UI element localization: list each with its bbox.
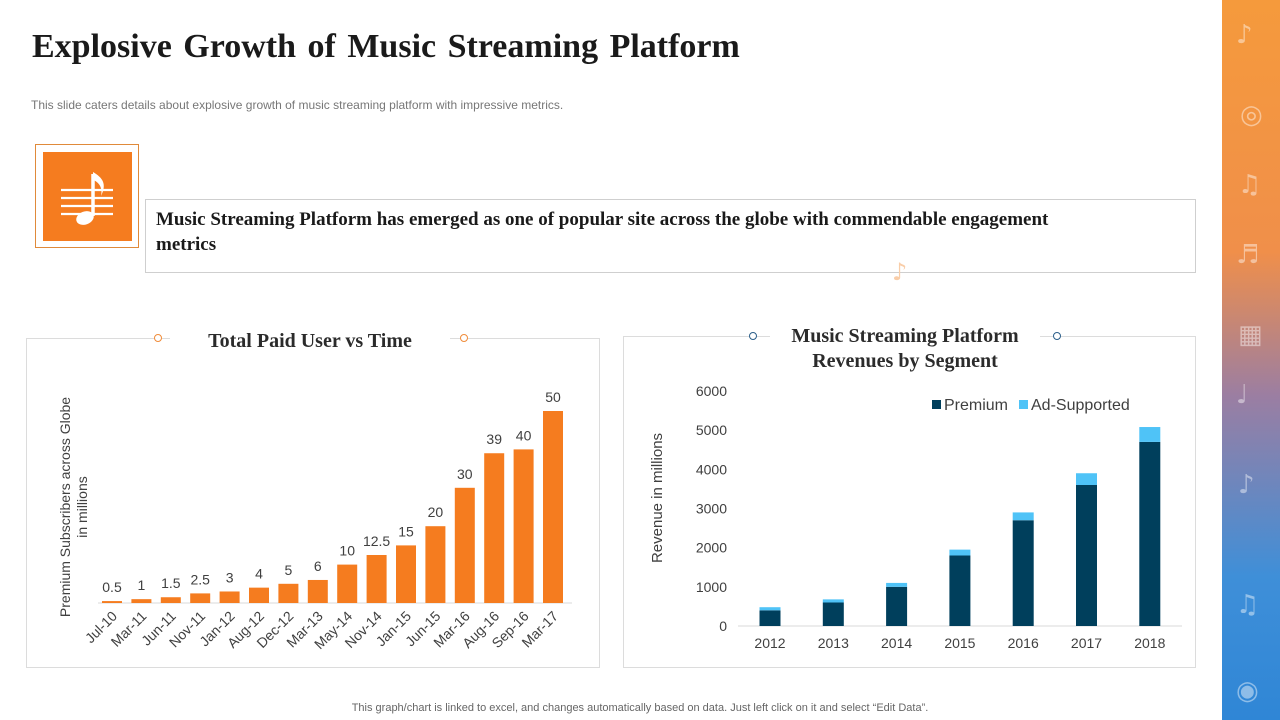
data-label-May-14: 10 bbox=[339, 543, 355, 559]
bar-Aug-16 bbox=[484, 453, 505, 603]
bar-premium-2014 bbox=[886, 586, 908, 626]
right-panel-ring-left bbox=[749, 332, 757, 340]
accordion-icon: ▦ bbox=[1238, 320, 1263, 350]
x-tick-2015: 2015 bbox=[944, 635, 975, 651]
bar-ad-supported-2014 bbox=[886, 582, 908, 587]
flute-icon: ♫ bbox=[1238, 170, 1262, 200]
music-icon-frame bbox=[35, 144, 139, 248]
bar-Mar-13 bbox=[307, 579, 328, 603]
data-label-Jan-12: 3 bbox=[226, 569, 234, 585]
bar-Nov-11 bbox=[190, 593, 211, 603]
bar-Mar-17 bbox=[543, 411, 563, 603]
bar-ad-supported-2013 bbox=[822, 599, 844, 603]
bar-Nov-14 bbox=[366, 555, 387, 603]
revenue-chart-title-line-1: Music Streaming Platform bbox=[791, 325, 1019, 347]
bar-ad-supported-2016 bbox=[1012, 512, 1034, 521]
bar-premium-2018 bbox=[1139, 441, 1161, 626]
bar-Mar-16 bbox=[454, 487, 475, 603]
paid-users-chart-panel bbox=[26, 338, 600, 668]
paid-users-chart-title: Total Paid User vs Time bbox=[170, 329, 450, 354]
y-tick-6000: 6000 bbox=[696, 383, 727, 399]
bar-ad-supported-2018 bbox=[1139, 427, 1161, 442]
page-subtitle: This slide caters details about explosiv… bbox=[31, 98, 564, 112]
bar-ad-supported-2015 bbox=[949, 549, 971, 556]
legend-swatch-ad-supported bbox=[1019, 400, 1028, 409]
x-tick-2013: 2013 bbox=[818, 635, 849, 651]
page-title: Explosive Growth of Music Streaming Plat… bbox=[32, 28, 740, 65]
bar-Jun-15 bbox=[425, 526, 446, 603]
highlight-text: Music Streaming Platform has emerged as … bbox=[156, 209, 1049, 255]
data-label-Jul-10: 0.5 bbox=[102, 579, 122, 595]
side-decoration-band: ♪ ◎ ♫ ♬ ▦ ♩ ♪ ♫ ◉ bbox=[1222, 0, 1280, 720]
data-label-Mar-16: 30 bbox=[457, 466, 473, 482]
footer-note: This graph/chart is linked to excel, and… bbox=[351, 702, 929, 714]
legend-label-premium: Premium bbox=[944, 397, 1008, 414]
data-label-Mar-11: 1 bbox=[138, 577, 146, 593]
y-axis-label-line: Premium Subscribers across Globe bbox=[57, 397, 73, 617]
data-label-Jun-11: 1.5 bbox=[161, 575, 181, 591]
guitar-icon: ♪ bbox=[1236, 20, 1253, 50]
data-label-Nov-11: 2.5 bbox=[190, 571, 210, 587]
x-tick-2016: 2016 bbox=[1008, 635, 1039, 651]
x-tick-2012: 2012 bbox=[754, 635, 785, 651]
data-label-Aug-12: 4 bbox=[255, 566, 263, 582]
bar-Jan-12 bbox=[219, 591, 240, 603]
y-tick-3000: 3000 bbox=[696, 501, 727, 517]
revenue-chart-panel bbox=[623, 336, 1196, 668]
bar-Mar-11 bbox=[131, 599, 152, 603]
bar-Jan-15 bbox=[396, 545, 416, 603]
data-label-Aug-16: 39 bbox=[486, 431, 502, 447]
violin-icon: ♩ bbox=[1236, 380, 1249, 410]
trumpet-icon: ♬ bbox=[1236, 240, 1260, 270]
legend-label-ad-supported: Ad-Supported bbox=[1031, 397, 1130, 414]
data-label-Mar-17: 50 bbox=[545, 389, 561, 405]
data-label-Sep-16: 40 bbox=[516, 427, 532, 443]
data-label-Nov-14: 12.5 bbox=[363, 533, 390, 549]
y-tick-1000: 1000 bbox=[696, 579, 727, 595]
y-tick-4000: 4000 bbox=[696, 461, 727, 477]
saxophone-icon: ♫ bbox=[1236, 590, 1260, 620]
bar-Aug-12 bbox=[249, 587, 269, 603]
right-panel-ring-right bbox=[1053, 332, 1061, 340]
legend-swatch-premium bbox=[932, 400, 941, 409]
bar-May-14 bbox=[337, 564, 358, 603]
x-tick-2014: 2014 bbox=[881, 635, 912, 651]
y-tick-2000: 2000 bbox=[696, 540, 727, 556]
bar-premium-2016 bbox=[1012, 520, 1034, 626]
y-tick-5000: 5000 bbox=[696, 422, 727, 438]
y-axis-label: Premium Subscribers across Globein milli… bbox=[57, 397, 90, 617]
disc-icon: ◉ bbox=[1236, 676, 1259, 706]
bar-premium-2015 bbox=[949, 555, 971, 626]
bar-Jun-11 bbox=[160, 597, 181, 603]
drum-icon: ◎ bbox=[1240, 100, 1263, 130]
bar-premium-2013 bbox=[822, 602, 844, 626]
y-tick-0: 0 bbox=[719, 618, 727, 634]
music-icon-box bbox=[43, 152, 132, 241]
x-tick-2017: 2017 bbox=[1071, 635, 1102, 651]
x-tick-2018: 2018 bbox=[1134, 635, 1165, 651]
data-label-Dec-12: 5 bbox=[285, 562, 293, 578]
data-label-Jan-15: 15 bbox=[398, 523, 414, 539]
bar-premium-2012 bbox=[759, 610, 781, 626]
highlight-box bbox=[145, 199, 1196, 273]
data-label-Jun-15: 20 bbox=[428, 504, 444, 520]
left-panel-ring-right bbox=[460, 334, 468, 342]
bar-ad-supported-2017 bbox=[1076, 473, 1097, 485]
bar-ad-supported-2012 bbox=[759, 607, 781, 611]
left-panel-ring-left bbox=[154, 334, 162, 342]
bar-premium-2017 bbox=[1076, 485, 1097, 626]
bar-Dec-12 bbox=[278, 583, 299, 603]
y-axis-label: Revenue in millions bbox=[649, 433, 666, 563]
revenue-chart-title: Music Streaming Platform Revenues by Seg… bbox=[770, 324, 1040, 374]
data-label-Mar-13: 6 bbox=[314, 558, 322, 574]
music-note-icon bbox=[61, 172, 113, 225]
decorative-note-icon: ♪ bbox=[892, 258, 908, 286]
revenue-chart-title-line-2: Revenues by Segment bbox=[812, 350, 998, 372]
y-axis-label-line: in millions bbox=[74, 476, 90, 537]
bar-Sep-16 bbox=[513, 449, 534, 603]
bar-Jul-10 bbox=[102, 601, 122, 603]
harp-icon: ♪ bbox=[1238, 470, 1255, 500]
